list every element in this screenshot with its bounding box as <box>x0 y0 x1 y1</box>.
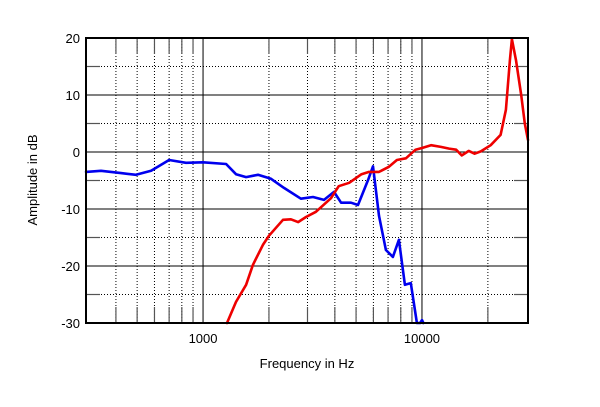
x-axis-label: Frequency in Hz <box>260 356 355 371</box>
y-tick-label: 0 <box>73 145 80 160</box>
y-tick-label: -10 <box>61 202 80 217</box>
x-tick-label: 1000 <box>189 331 218 346</box>
y-tick-label: -30 <box>61 316 80 331</box>
y-axis-label: Amplitude in dB <box>25 134 40 225</box>
y-tick-label: 10 <box>66 88 80 103</box>
y-axis-ticks: 20 10 0 -10 -20 -30 <box>61 31 80 331</box>
x-axis-ticks: 1000 10000 <box>189 331 440 346</box>
data-series <box>84 37 530 325</box>
series-line-red <box>225 37 530 325</box>
plot-frame <box>85 37 529 324</box>
y-tick-label: 20 <box>66 31 80 46</box>
y-tick-label: -20 <box>61 259 80 274</box>
x-tick-label: 10000 <box>404 331 440 346</box>
series-line-blue <box>84 158 425 325</box>
grid-lines <box>86 38 528 323</box>
